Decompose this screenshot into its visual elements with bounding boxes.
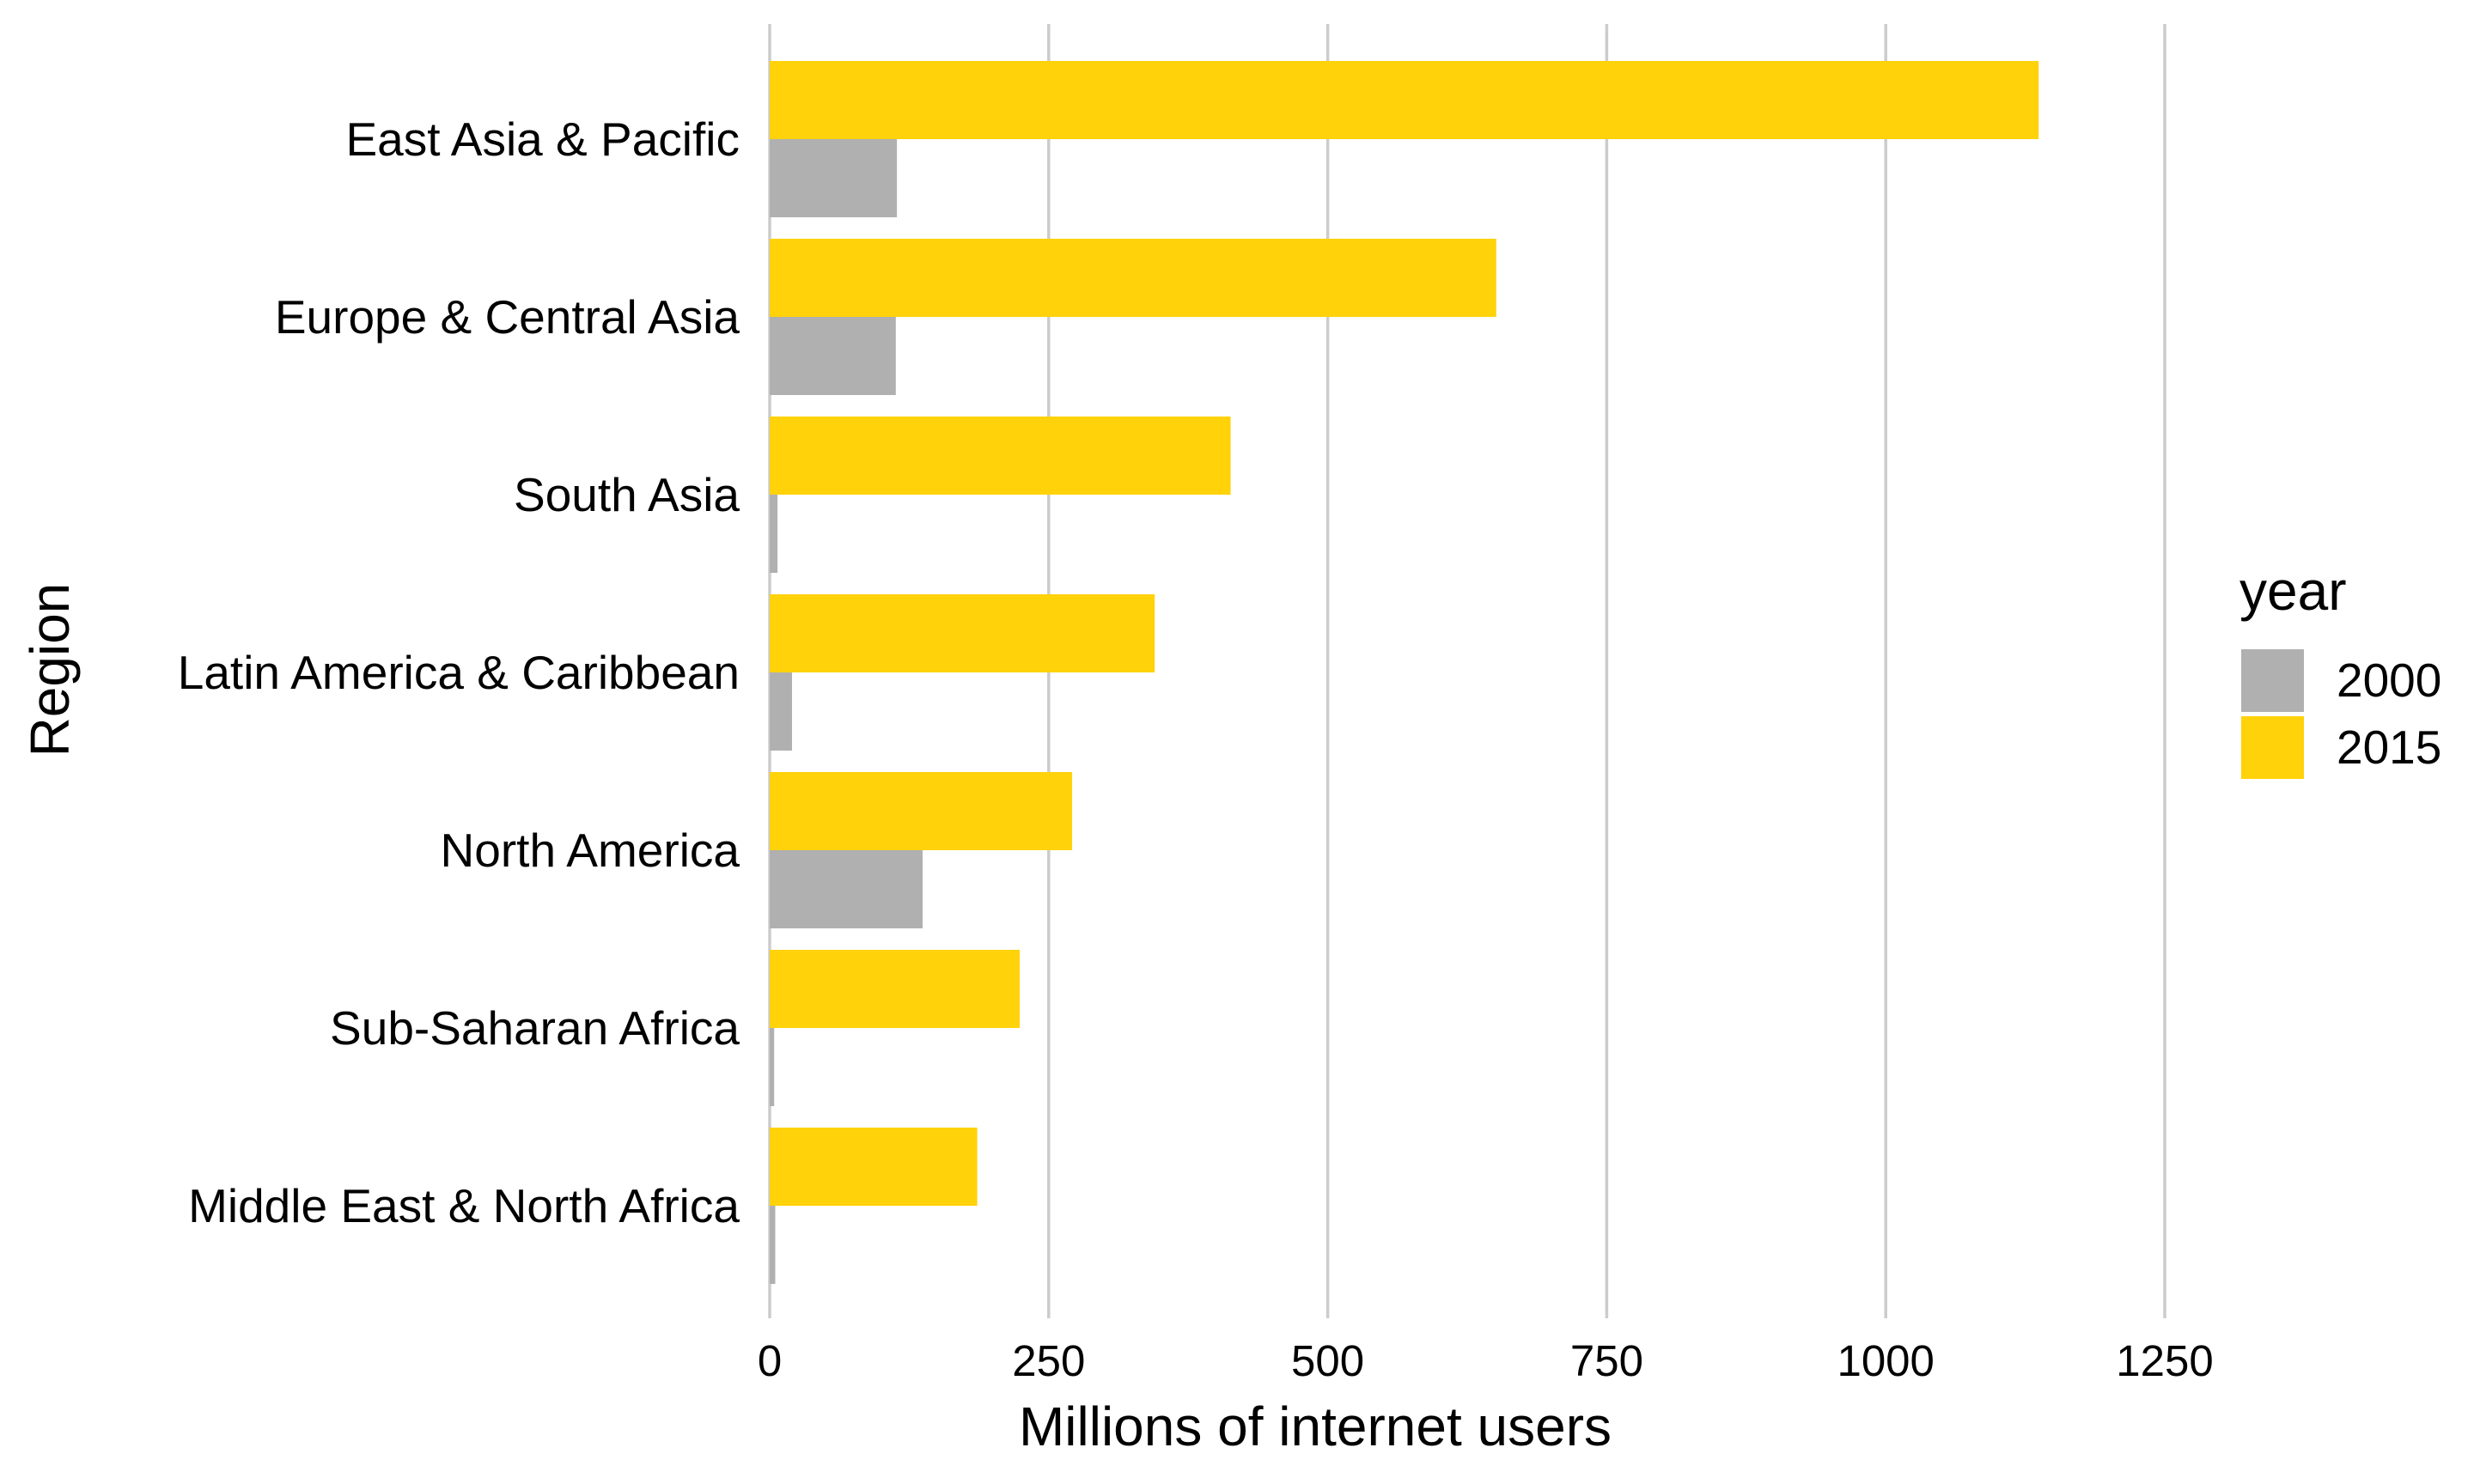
legend-key-2000 <box>2241 649 2304 712</box>
bar-2000 <box>770 672 792 751</box>
y-category-label: Sub-Saharan Africa <box>330 1001 740 1055</box>
y-category-label: North America <box>441 824 740 877</box>
bar-2000 <box>770 1028 775 1106</box>
x-tick-label: 0 <box>758 1336 782 1385</box>
bar-2000 <box>770 1206 776 1284</box>
x-axis-title: Millions of internet users <box>1019 1396 1612 1457</box>
legend: year 2000 2015 <box>2239 560 2441 779</box>
legend-label-2000: 2000 <box>2337 654 2441 707</box>
y-axis-category-labels: East Asia & Pacific Europe & Central Asia… <box>178 113 740 1232</box>
legend-key-2015 <box>2241 716 2304 779</box>
legend-title: year <box>2239 560 2347 622</box>
y-category-label: South Asia <box>514 468 740 521</box>
bar-2015 <box>770 594 1155 672</box>
bar-2015 <box>770 239 1496 317</box>
x-tick-label: 1000 <box>1837 1336 1934 1385</box>
bar-2000 <box>770 850 923 928</box>
legend-label-2015: 2015 <box>2337 721 2441 774</box>
bar-2015 <box>770 61 2039 139</box>
x-tick-label: 500 <box>1291 1336 1364 1385</box>
y-category-label: East Asia & Pacific <box>345 113 740 166</box>
x-tick-label: 1250 <box>2116 1336 2213 1385</box>
bar-2015 <box>770 1128 978 1206</box>
x-axis-tick-labels: 0 250 500 750 1000 1250 <box>758 1336 2214 1385</box>
bar-2000 <box>770 139 898 217</box>
bar-2015 <box>770 417 1231 495</box>
y-category-label: Europe & Central Asia <box>275 290 740 344</box>
y-category-label: Middle East & North Africa <box>188 1179 740 1232</box>
y-axis-title: Region <box>19 583 81 757</box>
x-tick-label: 750 <box>1570 1336 1643 1385</box>
x-tick-label: 250 <box>1012 1336 1085 1385</box>
bar-2015 <box>770 772 1073 850</box>
bar-2000 <box>770 317 896 395</box>
legend-items: 2000 2015 <box>2241 649 2441 779</box>
bars <box>770 61 2039 1284</box>
bar-2000 <box>770 495 778 573</box>
bar-2015 <box>770 950 1021 1028</box>
y-category-label: Latin America & Caribbean <box>178 646 740 699</box>
